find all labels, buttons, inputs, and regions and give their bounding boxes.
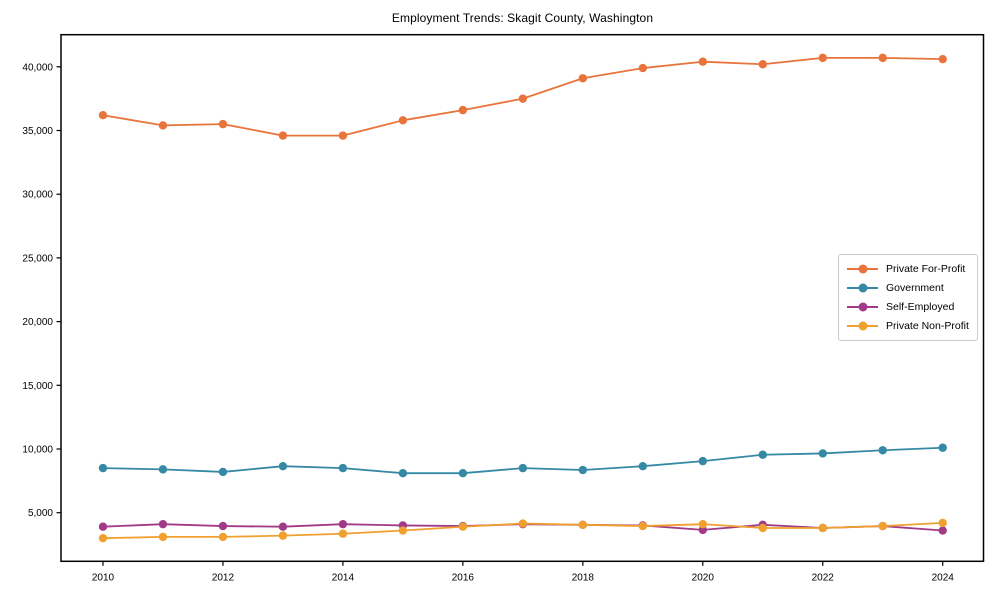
data-point-marker <box>818 523 827 533</box>
data-point-marker <box>98 522 108 531</box>
data-point-marker <box>758 60 767 69</box>
x-tick-label: 2014 <box>332 572 355 583</box>
data-point-marker <box>398 116 408 125</box>
data-point-marker <box>458 469 468 478</box>
data-point-marker <box>638 461 648 471</box>
data-point-marker <box>578 465 588 475</box>
data-point-marker <box>218 532 228 542</box>
y-tick-label: 25,000 <box>22 253 53 264</box>
data-point-marker <box>458 522 468 531</box>
data-point-marker <box>218 467 228 477</box>
legend-item-government: Government <box>845 278 971 297</box>
data-point-marker <box>638 521 648 531</box>
x-tick-label: 2018 <box>572 572 595 583</box>
y-tick-label: 40,000 <box>22 62 53 73</box>
legend-item-private-for-profit: Private For-Profit <box>845 259 971 278</box>
y-tick-label: 35,000 <box>22 126 53 137</box>
y-tick-label: 10,000 <box>22 444 53 455</box>
data-point-marker <box>98 463 108 473</box>
data-point-marker <box>338 463 348 473</box>
data-point-marker <box>338 131 348 140</box>
data-point-marker <box>98 111 108 120</box>
data-point-marker <box>518 94 528 103</box>
legend-item-private-non-profit: Private Non-Profit <box>845 317 971 336</box>
y-tick-label: 5,000 <box>28 508 53 519</box>
plot-border <box>60 33 985 563</box>
data-point-marker <box>98 533 108 543</box>
data-point-marker <box>758 450 767 459</box>
y-tick-label: 30,000 <box>22 190 53 201</box>
data-point-marker <box>458 105 468 115</box>
chart-title: Employment Trends: Skagit County, Washin… <box>391 11 654 25</box>
data-point-marker <box>158 519 168 529</box>
legend-marker-icon <box>847 283 878 293</box>
data-point-marker <box>278 461 288 471</box>
x-tick-label: 2022 <box>812 572 835 583</box>
data-point-marker <box>278 531 288 540</box>
data-point-marker <box>938 443 947 452</box>
legend-marker-icon <box>847 302 878 312</box>
data-point-marker <box>338 519 348 529</box>
data-point-marker <box>638 63 648 73</box>
x-tick-label: 2020 <box>692 572 715 583</box>
legend-label: Private Non-Profit <box>886 320 969 333</box>
data-point-marker <box>518 519 528 528</box>
data-point-marker <box>278 522 288 531</box>
y-tick-label: 20,000 <box>22 317 53 328</box>
data-point-marker <box>338 529 348 538</box>
data-point-marker <box>158 532 168 542</box>
data-point-marker <box>818 53 827 63</box>
data-point-marker <box>158 121 168 130</box>
data-point-marker <box>698 519 707 529</box>
legend-marker-icon <box>847 264 878 274</box>
data-point-marker <box>398 469 408 478</box>
data-point-marker <box>698 456 707 466</box>
data-point-marker <box>398 526 408 535</box>
legend-marker-icon <box>847 321 878 331</box>
data-point-marker <box>578 74 588 83</box>
data-point-marker <box>878 446 887 455</box>
data-point-marker <box>218 119 228 129</box>
data-point-marker <box>278 131 288 140</box>
data-point-marker <box>518 463 528 473</box>
data-point-marker <box>878 521 887 531</box>
data-point-marker <box>938 54 947 64</box>
y-tick-label: 15,000 <box>22 381 53 392</box>
x-tick-label: 2012 <box>212 572 235 583</box>
legend-item-self-employed: Self-Employed <box>845 298 971 317</box>
data-point-marker <box>938 526 947 535</box>
x-tick-label: 2016 <box>452 572 475 583</box>
legend: Private For-Profit Government Self-Employe… <box>838 254 978 341</box>
data-point-marker <box>218 521 228 531</box>
legend-label: Government <box>886 281 944 294</box>
data-point-marker <box>878 53 887 63</box>
data-point-marker <box>938 518 947 528</box>
legend-label: Private For-Profit <box>886 262 966 275</box>
data-point-marker <box>818 449 827 458</box>
x-tick-label: 2010 <box>92 572 115 583</box>
legend-label: Self-Employed <box>886 301 955 314</box>
data-point-marker <box>698 57 707 66</box>
x-tick-label: 2024 <box>932 572 955 583</box>
data-point-marker <box>758 523 767 533</box>
data-point-marker <box>158 465 168 474</box>
data-point-marker <box>578 520 588 530</box>
